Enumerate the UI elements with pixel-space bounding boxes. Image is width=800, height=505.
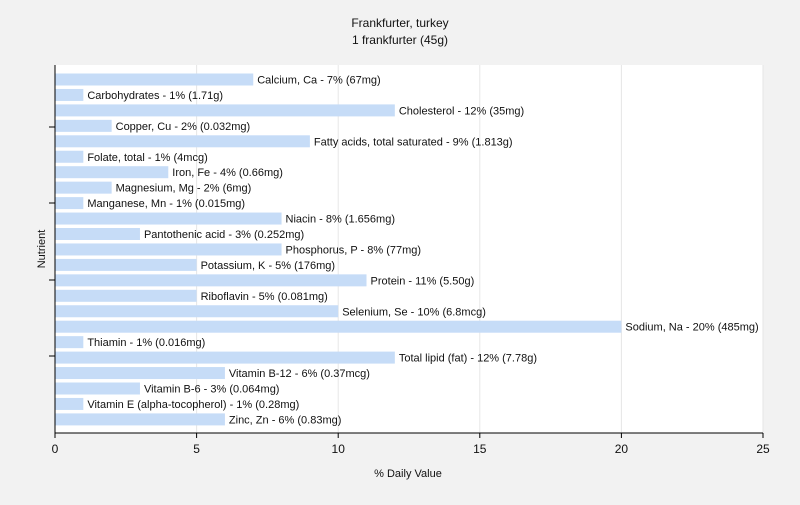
y-axis-title: Nutrient bbox=[36, 230, 48, 269]
bar bbox=[55, 320, 622, 333]
bar-label: Niacin - 8% (1.656mg) bbox=[286, 214, 395, 226]
bar bbox=[55, 88, 84, 101]
x-tick-label: 20 bbox=[615, 442, 629, 456]
bar bbox=[55, 243, 282, 256]
bar-label: Magnesium, Mg - 2% (6mg) bbox=[116, 183, 252, 195]
bars bbox=[55, 73, 622, 426]
x-tick-label: 15 bbox=[473, 442, 487, 456]
x-axis-title: % Daily Value bbox=[374, 468, 442, 480]
bar-label: Phosphorus, P - 8% (77mg) bbox=[286, 244, 422, 256]
bar-label: Vitamin E (alpha-tocopherol) - 1% (0.28m… bbox=[87, 399, 299, 411]
bar bbox=[55, 150, 84, 163]
bar bbox=[55, 166, 169, 179]
bar-label: Cholesterol - 12% (35mg) bbox=[399, 105, 524, 117]
bar-label: Folate, total - 1% (4mcg) bbox=[87, 152, 207, 164]
bar bbox=[55, 336, 84, 349]
bar-label: Fatty acids, total saturated - 9% (1.813… bbox=[314, 136, 513, 148]
bar-label: Vitamin B-6 - 3% (0.064mg) bbox=[144, 384, 280, 396]
bar-label: Sodium, Na - 20% (485mg) bbox=[625, 322, 758, 334]
bar bbox=[55, 258, 197, 271]
bar-label: Calcium, Ca - 7% (67mg) bbox=[257, 75, 380, 87]
bar-labels: Calcium, Ca - 7% (67mg) Carbohydrates - 1… bbox=[87, 75, 758, 427]
bar-label: Carbohydrates - 1% (1.71g) bbox=[87, 90, 223, 102]
bar-label: Zinc, Zn - 6% (0.83mg) bbox=[229, 414, 341, 426]
bar bbox=[55, 367, 225, 380]
bar-label: Riboflavin - 5% (0.081mg) bbox=[201, 291, 328, 303]
bar-label: Thiamin - 1% (0.016mg) bbox=[87, 337, 205, 349]
bar-label: Manganese, Mn - 1% (0.015mg) bbox=[87, 198, 245, 210]
bar-label: Protein - 11% (5.50g) bbox=[371, 275, 475, 287]
x-tick-label: 10 bbox=[332, 442, 346, 456]
bar bbox=[55, 305, 339, 318]
bar bbox=[55, 197, 84, 210]
bar bbox=[55, 228, 140, 240]
x-tick-label: 5 bbox=[193, 442, 200, 456]
axes bbox=[54, 65, 763, 434]
bar-label: Pantothenic acid - 3% (0.252mg) bbox=[144, 229, 304, 241]
x-tick-label: 25 bbox=[756, 442, 770, 456]
chart-subtitle: 1 frankfurter (45g) bbox=[352, 33, 448, 47]
chart-title: Frankfurter, turkey bbox=[351, 16, 448, 30]
bar-label: Vitamin B-12 - 6% (0.37mcg) bbox=[229, 368, 370, 380]
x-tick-label: 0 bbox=[52, 442, 59, 456]
bar bbox=[55, 73, 254, 86]
bar bbox=[55, 397, 84, 410]
bar bbox=[55, 181, 112, 194]
bar bbox=[55, 119, 112, 132]
bar bbox=[55, 135, 310, 148]
bar bbox=[55, 351, 395, 364]
bar-label: Selenium, Se - 10% (6.8mcg) bbox=[342, 306, 486, 318]
bar-label: Potassium, K - 5% (176mg) bbox=[201, 260, 336, 272]
bar bbox=[55, 212, 282, 225]
bar bbox=[55, 289, 197, 302]
bar-label: Total lipid (fat) - 12% (7.78g) bbox=[399, 353, 537, 365]
bar bbox=[55, 274, 367, 287]
bar bbox=[55, 413, 225, 426]
x-ticks: 0 5 10 15 20 25 bbox=[49, 126, 770, 456]
bar bbox=[55, 104, 395, 117]
bar-label: Iron, Fe - 4% (0.66mg) bbox=[172, 167, 283, 179]
bar-label: Copper, Cu - 2% (0.032mg) bbox=[116, 121, 251, 133]
bar bbox=[55, 382, 140, 395]
